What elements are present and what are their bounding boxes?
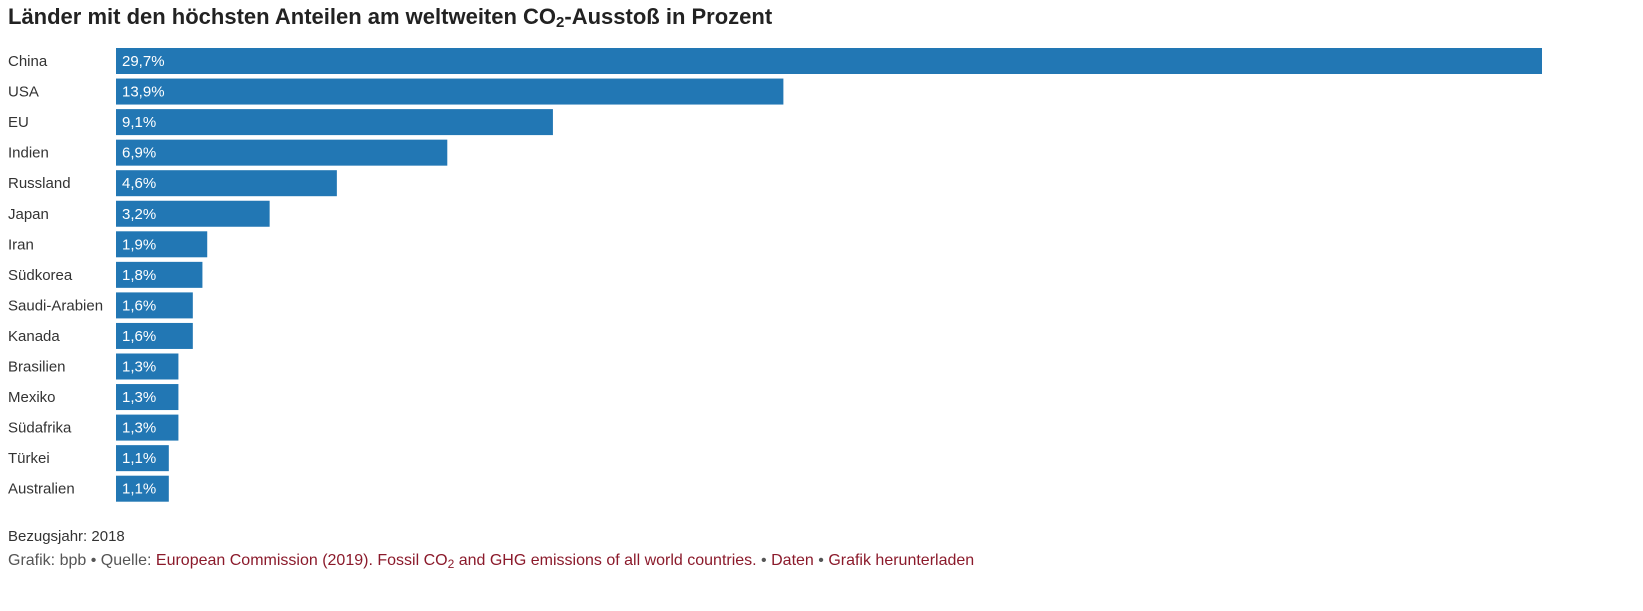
download-graphic-link[interactable]: Grafik herunterladen — [828, 552, 975, 569]
source-link-suffix: and GHG emissions of all world countries… — [454, 552, 757, 569]
bar-value-label: 6,9% — [122, 145, 156, 162]
category-label: Kanada — [8, 328, 60, 345]
bar — [116, 231, 208, 258]
bar-value-label: 13,9% — [122, 84, 165, 101]
category-label: EU — [8, 114, 29, 131]
bar-value-label: 1,3% — [122, 389, 156, 406]
category-label: Indien — [8, 145, 49, 162]
footer-separator: • — [813, 552, 829, 569]
footer-separator: • — [756, 552, 772, 569]
chart-title-prefix: Länder mit den höchsten Anteilen am welt… — [8, 4, 557, 29]
bar — [116, 78, 784, 105]
bar-value-label: 1,3% — [122, 359, 156, 376]
bar — [116, 353, 179, 380]
reference-year-note: Bezugsjahr: 2018 — [8, 528, 125, 545]
bar-value-label: 1,9% — [122, 236, 156, 253]
bar — [116, 445, 169, 472]
bar-value-label: 4,6% — [122, 175, 156, 192]
bar — [116, 200, 270, 227]
bar-chart: China 29,7% USA 13,9% EU 9,1% Indien 6,9% Russla… — [8, 48, 1542, 502]
source-link[interactable]: European Commission (2019). Fossil CO2 a… — [155, 552, 757, 571]
category-label: China — [8, 53, 48, 70]
bar — [116, 109, 553, 136]
chart-title: Länder mit den höchsten Anteilen am welt… — [8, 4, 772, 30]
bar-value-label: 1,3% — [122, 420, 156, 437]
bar — [116, 414, 179, 441]
bar-value-label: 1,6% — [122, 328, 156, 345]
bar-value-label: 1,1% — [122, 481, 156, 498]
bar — [116, 139, 448, 166]
source-link-prefix: European Commission (2019). Fossil CO — [155, 552, 448, 569]
bar — [116, 261, 203, 288]
bar — [116, 292, 193, 319]
source-label: Quelle: — [100, 552, 156, 569]
bar-value-label: 3,2% — [122, 206, 156, 223]
category-label: Südkorea — [8, 267, 73, 284]
source-link-subscript: 2 — [447, 557, 455, 571]
chart-footer: Grafik: bpb • Quelle: European Commissio… — [8, 552, 974, 570]
category-label: Iran — [8, 236, 34, 253]
bar — [116, 48, 1542, 74]
bar-value-label: 9,1% — [122, 114, 156, 131]
bar — [116, 170, 337, 197]
category-label: Russland — [8, 175, 71, 192]
footer-separator: • — [86, 552, 101, 569]
category-label: Südafrika — [8, 420, 72, 437]
bar-value-label: 1,6% — [122, 297, 156, 314]
chart-title-suffix: -Ausstoß in Prozent — [564, 4, 773, 29]
category-label: USA — [8, 84, 39, 101]
category-label: Brasilien — [8, 359, 66, 376]
category-label: Australien — [8, 481, 75, 498]
bar — [116, 384, 179, 411]
chart-title-subscript: 2 — [556, 14, 565, 31]
bar — [116, 322, 193, 349]
grafik-credit: Grafik: bpb — [8, 552, 87, 569]
daten-link[interactable]: Daten — [771, 552, 814, 569]
bar-value-label: 1,8% — [122, 267, 156, 284]
category-label: Türkei — [8, 450, 50, 467]
category-label: Mexiko — [8, 389, 56, 406]
bar-value-label: 29,7% — [122, 53, 165, 70]
category-label: Japan — [8, 206, 49, 223]
bar — [116, 475, 169, 502]
category-label: Saudi-Arabien — [8, 297, 103, 314]
bar-value-label: 1,1% — [122, 450, 156, 467]
